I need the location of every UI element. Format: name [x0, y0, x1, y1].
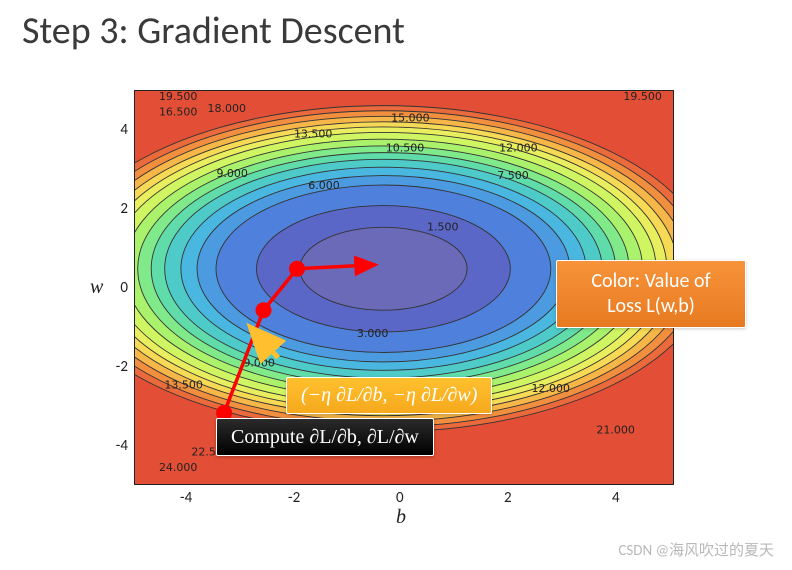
svg-text:12.000: 12.000	[532, 382, 571, 395]
y-tick: -4	[110, 437, 128, 455]
compute-gradient-box: Compute ∂L/∂b, ∂L/∂w	[216, 418, 434, 456]
svg-text:21.000: 21.000	[596, 424, 635, 437]
x-tick: 4	[612, 489, 620, 507]
svg-text:13.500: 13.500	[294, 127, 333, 140]
svg-text:18.000: 18.000	[208, 102, 247, 115]
svg-text:15.000: 15.000	[391, 112, 430, 125]
legend-line1: Color: Value of	[591, 269, 710, 293]
y-tick: 4	[110, 121, 128, 139]
compute-gradient-text: Compute ∂L/∂b, ∂L/∂w	[231, 425, 419, 449]
svg-text:12.000: 12.000	[499, 141, 538, 154]
svg-text:9.000: 9.000	[216, 167, 248, 180]
svg-text:1.500: 1.500	[427, 220, 459, 233]
svg-text:9.000: 9.000	[243, 357, 275, 370]
svg-text:6.000: 6.000	[308, 179, 340, 192]
legend-line2: Loss L(w,b)	[607, 294, 695, 318]
y-axis-label: w	[90, 276, 103, 299]
svg-text:3.000: 3.000	[357, 327, 389, 340]
x-axis-label: b	[396, 506, 406, 529]
svg-text:24.000: 24.000	[159, 461, 198, 474]
x-tick: 0	[396, 489, 404, 507]
x-tick: 2	[504, 489, 512, 507]
svg-text:13.500: 13.500	[164, 378, 203, 391]
svg-text:10.500: 10.500	[386, 141, 425, 154]
svg-text:7.500: 7.500	[497, 169, 529, 182]
y-tick: 0	[110, 279, 128, 297]
svg-text:16.500: 16.500	[159, 106, 198, 119]
legend-box-loss-color: Color: Value of Loss L(w,b)	[556, 260, 746, 328]
x-tick: -2	[288, 489, 300, 507]
slide-title: Step 3: Gradient Descent	[22, 8, 405, 54]
svg-text:19.500: 19.500	[623, 91, 662, 103]
gradient-step-text: (−η ∂L/∂b, −η ∂L/∂w)	[301, 384, 477, 406]
x-tick: -4	[180, 489, 192, 507]
svg-text:19.500: 19.500	[159, 91, 198, 103]
y-tick: -2	[110, 358, 128, 376]
y-tick: 2	[110, 200, 128, 218]
watermark: CSDN @海风吹过的夏天	[618, 539, 774, 560]
gradient-step-box: (−η ∂L/∂b, −η ∂L/∂w)	[286, 377, 492, 414]
